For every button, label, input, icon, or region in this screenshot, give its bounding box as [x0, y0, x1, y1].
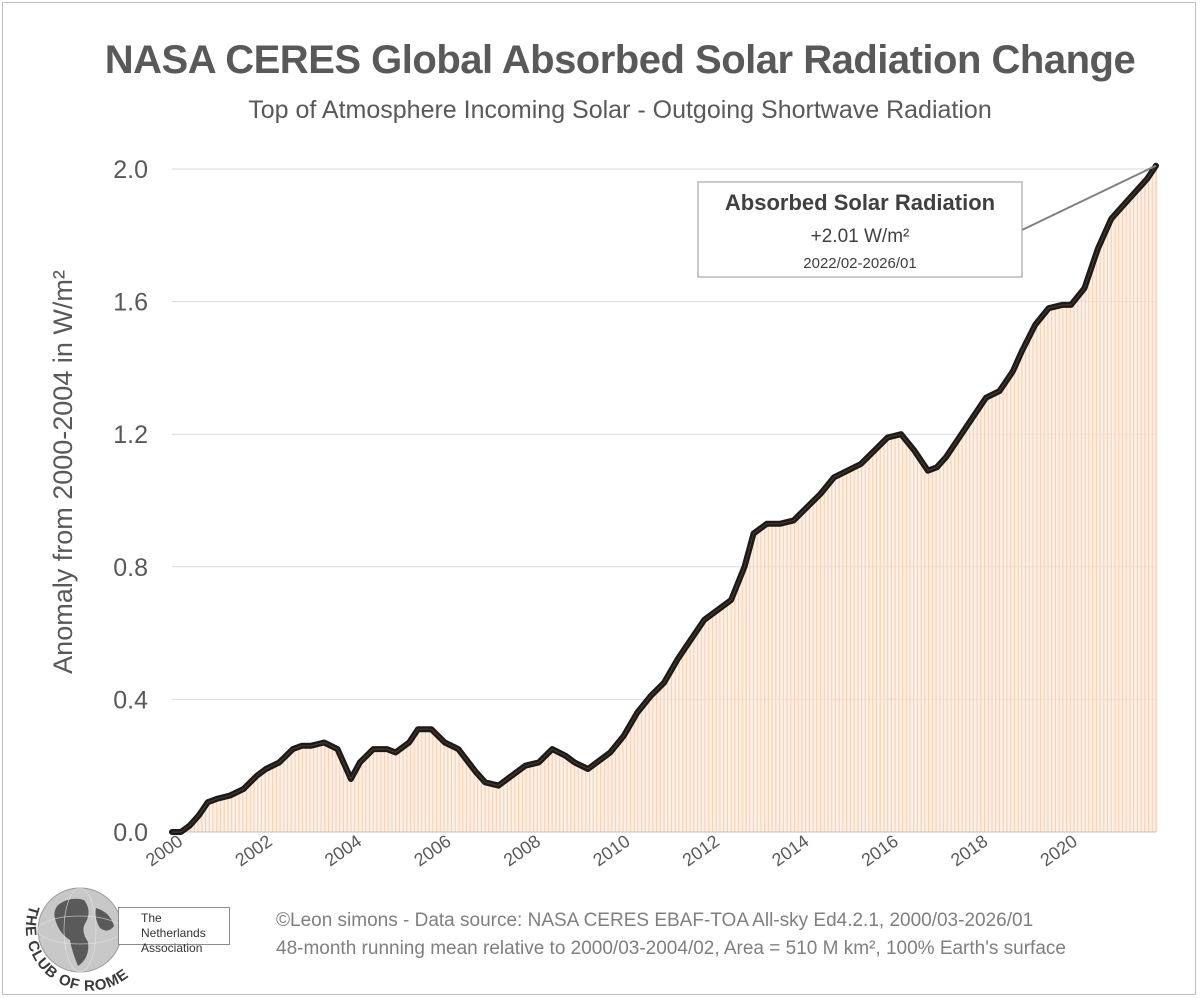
x-tick-label: 2018 — [947, 831, 991, 870]
x-tick-label: 2012 — [679, 831, 723, 870]
association-line-2: Association — [141, 941, 203, 955]
association-box: The Netherlands Association — [118, 907, 230, 955]
x-tick-label: 2008 — [500, 831, 544, 870]
x-tick-label: 2010 — [589, 831, 633, 870]
annotation-box — [697, 181, 1023, 278]
annotation-value: +2.01 W/m² — [811, 226, 910, 247]
x-tick-label: 2004 — [321, 831, 365, 870]
series-line-highlight — [172, 165, 1157, 833]
annotation-title: Absorbed Solar Radiation — [725, 190, 995, 215]
club-of-rome-logo: THE CLUB OF ROME — [22, 887, 131, 995]
credit-line-2: 48-month running mean relative to 2000/0… — [276, 938, 1066, 959]
area-fill — [172, 165, 1156, 832]
y-tick-label: 0.0 — [113, 819, 148, 847]
globe-continents — [54, 898, 114, 966]
credit-line-1: ©Leon simons - Data source: NASA CERES E… — [276, 910, 1034, 931]
x-tick-label: 2006 — [410, 831, 454, 870]
y-tick-label: 2.0 — [113, 156, 148, 184]
chart-subtitle: Top of Atmosphere Incoming Solar - Outgo… — [248, 96, 992, 124]
chart-title: NASA CERES Global Absorbed Solar Radiati… — [104, 38, 1136, 82]
y-tick-label: 0.4 — [113, 686, 148, 714]
x-tick-label: 2020 — [1037, 831, 1081, 870]
x-tick-label: 2016 — [858, 831, 902, 870]
x-tick-label: 2000 — [142, 831, 186, 870]
association-line-1: The Netherlands — [141, 911, 206, 940]
annotation-leader-line — [1021, 164, 1157, 231]
annotation-period: 2022/02-2026/01 — [803, 255, 916, 272]
x-tick-label: 2014 — [768, 831, 812, 870]
y-tick-label: 0.8 — [113, 554, 148, 582]
y-tick-label: 1.2 — [113, 421, 148, 449]
x-tick-label: 2002 — [231, 831, 275, 870]
y-tick-label: 1.6 — [113, 289, 148, 317]
y-axis-label: Anomaly from 2000-2004 in W/m² — [48, 270, 78, 674]
